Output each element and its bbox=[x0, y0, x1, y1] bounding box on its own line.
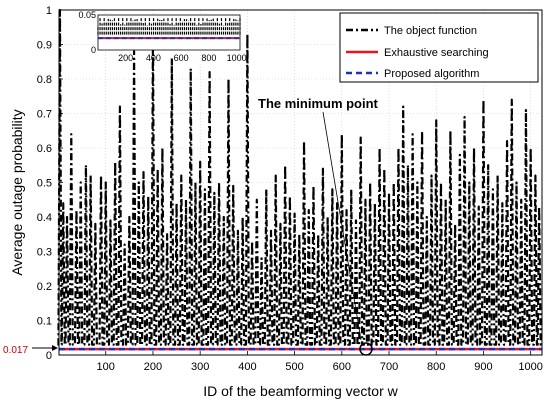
value-label-0017: 0.017 bbox=[3, 345, 28, 356]
y-tick-label: 0.6 bbox=[37, 143, 52, 155]
inset-x-tick-label: 400 bbox=[146, 53, 161, 63]
x-tick-label: 800 bbox=[427, 361, 445, 373]
x-tick-label: 300 bbox=[191, 361, 209, 373]
y-tick-label: 0.1 bbox=[37, 316, 52, 328]
y-tick-label: 0.4 bbox=[37, 212, 52, 224]
inset-chart: 200 400 600 800 1000 0.05 0 bbox=[78, 10, 246, 63]
x-tick-labels: 100 200 300 400 500 600 700 800 900 1000 bbox=[97, 351, 543, 373]
inset-x-tick-label: 1000 bbox=[227, 53, 247, 63]
y-tick-label: 0.2 bbox=[37, 281, 52, 293]
series-line-object-function bbox=[57, 8, 542, 346]
minimum-point-annotation: The minimum point bbox=[258, 96, 379, 356]
x-tick-label: 900 bbox=[474, 361, 492, 373]
x-tick-label: 600 bbox=[333, 361, 351, 373]
value-marker-0017: 0.017 bbox=[3, 345, 58, 356]
x-tick-label: 1000 bbox=[518, 361, 542, 373]
annotation-text: The minimum point bbox=[258, 96, 379, 111]
minimum-point-marker bbox=[359, 342, 373, 356]
y-tick-labels: 0 0.1 0.2 0.3 0.4 0.5 0.6 0.7 0.8 0.9 1 bbox=[37, 5, 63, 362]
inset-x-tick-label: 800 bbox=[201, 53, 216, 63]
series-object-function bbox=[57, 8, 542, 346]
x-tick-label: 500 bbox=[285, 361, 303, 373]
y-tick-label: 0.8 bbox=[37, 74, 52, 86]
y-axis-label: Average outage probability bbox=[9, 109, 25, 275]
x-tick-label: 200 bbox=[144, 361, 162, 373]
x-tick-label: 700 bbox=[380, 361, 398, 373]
legend-label-proposed: Proposed algorithm bbox=[384, 68, 479, 80]
x-tick-label: 100 bbox=[97, 361, 115, 373]
legend: The object function Exhaustive searching… bbox=[339, 12, 539, 83]
inset-y-tick-label: 0.05 bbox=[78, 10, 96, 20]
y-tick-label: 0.5 bbox=[37, 178, 52, 190]
inset-y-tick-label: 0 bbox=[91, 45, 96, 55]
value-marker-arrowhead bbox=[52, 345, 58, 351]
inset-x-tick-label: 600 bbox=[174, 53, 189, 63]
legend-label-object-function: The object function bbox=[384, 25, 477, 37]
y-tick-label: 1 bbox=[46, 5, 52, 17]
legend-label-exhaustive: Exhaustive searching bbox=[384, 47, 489, 59]
legend-box bbox=[339, 12, 539, 83]
y-tick-label: 0.9 bbox=[37, 40, 52, 52]
x-tick-label: 400 bbox=[238, 361, 256, 373]
inset-frame bbox=[97, 14, 241, 51]
inset-series-object-function bbox=[97, 17, 241, 35]
annotation-arrow bbox=[322, 111, 362, 341]
x-axis-label: ID of the beamforming vector w bbox=[203, 383, 398, 399]
y-tick-label: 0.7 bbox=[37, 109, 52, 121]
inset-x-tick-label: 200 bbox=[118, 53, 133, 63]
y-tick-label: 0 bbox=[46, 350, 52, 362]
y-tick-label: 0.3 bbox=[37, 247, 52, 259]
